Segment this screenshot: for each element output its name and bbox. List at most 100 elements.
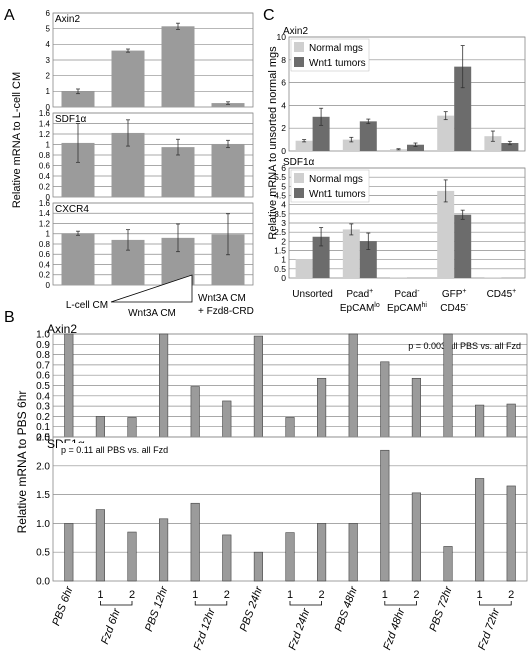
- panel-b-bar: [253, 335, 263, 438]
- panel-a-ytick-label: 0.4: [39, 260, 51, 269]
- panel-c-ytick-label: 4: [281, 200, 286, 210]
- panel-c-bar: [342, 229, 360, 278]
- panel-a-axin2-plot: 0 1 2 3 4 5 6 Axin2: [46, 9, 254, 112]
- panel-b-bar: [222, 534, 232, 582]
- panel-b-xtick-rep: 1: [192, 589, 198, 601]
- panel-b-ytick-label: 0.7: [36, 360, 50, 371]
- panel-c-bar: [312, 236, 330, 278]
- panel-b-bar: [222, 400, 232, 438]
- panel-a-subplot-title: CXCR4: [55, 204, 89, 215]
- panel-b-ytick-label: 0.0: [36, 577, 50, 588]
- panel-b-ytick-label: 0.5: [36, 548, 50, 559]
- panel-a-ytick-label: 1.4: [39, 119, 51, 128]
- panel-b-replicate-bracket: [289, 601, 323, 606]
- panel-b-ytick-label: 0.2: [36, 412, 50, 423]
- panel-b-bar: [475, 478, 485, 582]
- panel-a-ytick-label: 1: [46, 140, 51, 149]
- panel-b-xtick-rep: 1: [382, 589, 388, 601]
- panel-a-ytick-label: 3: [46, 56, 51, 65]
- panel-c-ytick-label: 2.5: [274, 227, 286, 237]
- panel-b-ytick-label: 1.0: [36, 519, 50, 530]
- panel-c-bar: [437, 190, 455, 278]
- panel-c-ytick-label: 4: [281, 100, 286, 110]
- panel-b-xtick-fzd: Fzd 48hr: [381, 606, 408, 652]
- panel-b-bar: [380, 361, 390, 438]
- panel-c-xticks: Unsorted Pcad+ EpCAMlo Pcad- EpCAMhi GFP+ CD45…: [292, 288, 516, 314]
- panel-a-xtick-lcell: L-cell CM: [66, 300, 108, 311]
- panel-c-subplot-title: Axin2: [283, 26, 308, 37]
- panel-a-subplot-title: SDF1α: [55, 114, 87, 125]
- panel-b-bar: [348, 333, 358, 438]
- panel-b-bar: [64, 523, 74, 582]
- panel-a-sdf1a-plot: 0 0.20.4 0.60.8 11.2 1.41.6 SDF1α: [39, 109, 254, 202]
- panel-c-ytick-label: 1.5: [274, 245, 286, 255]
- panel-b-xtick-rep: 2: [319, 589, 325, 601]
- panel-a-ytick-label: 0: [46, 103, 51, 112]
- panel-c-bar: [437, 115, 455, 151]
- panel-b-xtick-rep: 2: [508, 589, 514, 601]
- panel-c-xtick-label: Pcad+: [346, 288, 373, 300]
- panel-b-xtick-fzd: Fzd 24hr: [286, 606, 313, 652]
- panel-b-bar: [443, 546, 453, 582]
- panel-c-xtick-label: EpCAMlo: [340, 302, 380, 314]
- panel-a-bar: [61, 91, 95, 107]
- panel-a-bar: [111, 50, 145, 107]
- panel-a-ytick-label: 1.4: [39, 209, 51, 218]
- panel-c-ytick-label: 4.5: [274, 190, 286, 200]
- panel-b-bar: [95, 509, 105, 582]
- panel-c-xtick-label: Unsorted: [292, 289, 333, 300]
- panel-b-ytick-label: 1.0: [36, 330, 50, 341]
- panel-a-ytick-label: 0.6: [39, 250, 51, 259]
- panel-a-ytick-label: 0.4: [39, 172, 51, 181]
- panel-b-ytick-label: 0.6: [36, 371, 50, 382]
- panel-b-bar: [317, 523, 327, 582]
- panel-c-ytick-label: 3.5: [274, 209, 286, 219]
- panel-c-subplot-title: SDF1α: [283, 157, 315, 168]
- panel-c-bar: [484, 136, 502, 151]
- panel-b-xtick-rep: 2: [413, 589, 419, 601]
- panel-c-ytick-label: 1: [281, 255, 286, 265]
- panel-a-subplot-title: Axin2: [55, 14, 80, 25]
- panel-b-replicate-bracket: [384, 601, 417, 606]
- panel-b-bar: [380, 449, 390, 582]
- panel-b-xtick-pbs: PBS 48hr: [333, 584, 361, 634]
- panel-b-ytick-label: 0.1: [36, 422, 50, 433]
- panel-a-bar: [211, 103, 245, 107]
- panel-c-ytick-label: 3: [281, 218, 286, 228]
- panel-a-bar: [161, 147, 195, 197]
- panel-a-ytick-label: 0: [46, 193, 51, 202]
- panel-b-xtick-rep: 1: [477, 589, 483, 601]
- panel-b-replicate-bracket: [100, 601, 133, 606]
- panel-c-bar: [312, 116, 330, 151]
- panel-a-ytick-label: 1.6: [39, 109, 51, 118]
- panel-b-replicate-bracket: [194, 601, 228, 606]
- panel-b-bar: [159, 333, 169, 438]
- panel-b-xtick-rep: 1: [287, 589, 293, 601]
- panel-b-xtick-rep: 1: [97, 589, 103, 601]
- panel-c-xtick-label: CD45+: [487, 288, 517, 300]
- panel-b-annotation-box: [57, 443, 205, 457]
- panel-b-ylabel: Relative mRNA to PBS 6hr: [15, 391, 29, 534]
- panel-c-legend-swatch: [294, 42, 304, 52]
- panel-a-ytick-label: 4: [46, 40, 51, 49]
- panel-b-ytick-label: 0.0: [36, 433, 50, 444]
- panel-c-ytick-label: 5: [281, 181, 286, 191]
- panel-b-bar: [253, 551, 263, 582]
- panel-b-bar: [127, 417, 137, 438]
- panel-a-ytick-label: 0.8: [39, 151, 51, 160]
- panel-a-dose-triangle: [110, 274, 193, 303]
- panel-b-xticks: PBS 6hr 1 2 Fzd 6hr PBS 12hr 1 2 Fzd 12hr PBS 24…: [50, 584, 514, 652]
- panel-a-ytick-label: 1.6: [39, 199, 51, 208]
- panel-c-bar: [407, 144, 424, 151]
- panel-b-bar: [506, 485, 516, 582]
- panel-c-ytick-label: 0: [281, 146, 286, 156]
- panel-b-xtick-fzd: Fzd 72hr: [476, 606, 503, 652]
- panel-a-letter: A: [4, 7, 15, 24]
- panel-c-bar: [295, 259, 313, 278]
- panel-a-cxcr4-plot: 00.2 0.40.60.81 1.21.41.6 CXCR4: [39, 199, 254, 290]
- panel-b-bar: [285, 417, 295, 438]
